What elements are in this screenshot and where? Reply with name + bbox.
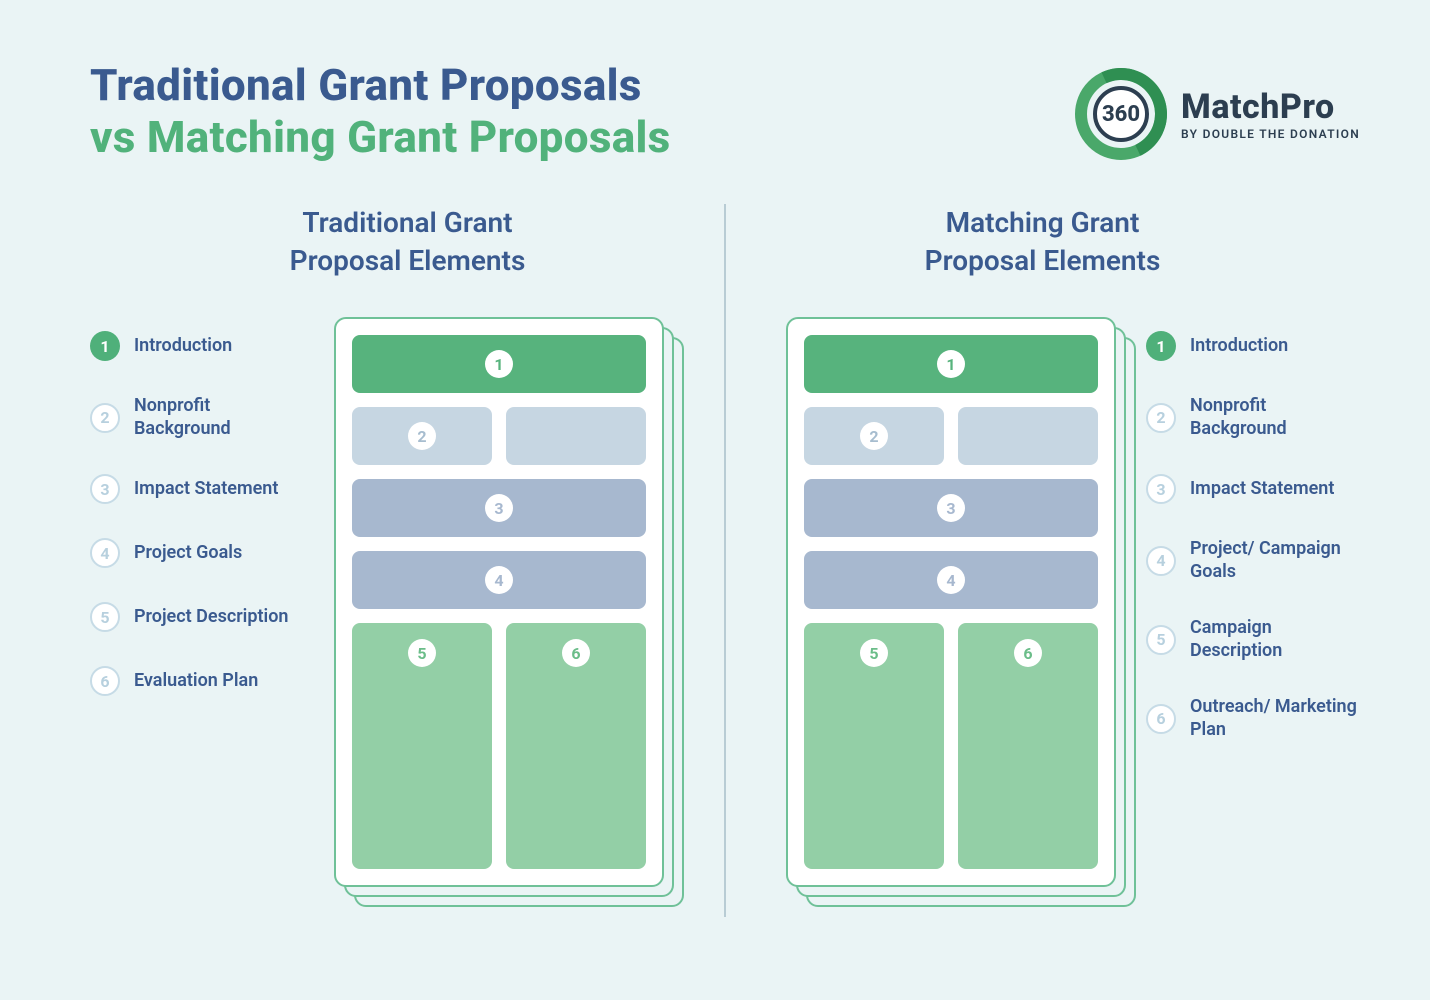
left-column-title: Traditional Grant Proposal Elements bbox=[290, 204, 526, 280]
list-item: 2 Nonprofit Background bbox=[1146, 395, 1360, 440]
right-heading-l1: Matching Grant bbox=[946, 206, 1140, 239]
number-badge-icon: 4 bbox=[90, 538, 120, 568]
left-body: 1 Introduction 2 Nonprofit Background 3 Imp… bbox=[90, 317, 725, 887]
left-column: Traditional Grant Proposal Elements 1 Int… bbox=[90, 204, 725, 888]
right-column-title: Matching Grant Proposal Elements bbox=[925, 204, 1161, 280]
columns-container: Traditional Grant Proposal Elements 1 Int… bbox=[90, 204, 1360, 888]
card-row-2: 2 bbox=[352, 407, 646, 465]
logo-badge-text: 360 bbox=[1093, 86, 1149, 142]
legend-label: Evaluation Plan bbox=[134, 670, 258, 693]
list-item: 1 Introduction bbox=[90, 331, 304, 361]
right-legend: 1 Introduction 2 Nonprofit Background 3 Imp… bbox=[1146, 317, 1360, 741]
block-number: 1 bbox=[937, 350, 965, 378]
card-block-2: 2 bbox=[352, 407, 492, 465]
card-block-4: 4 bbox=[804, 551, 1098, 609]
list-item: 1 Introduction bbox=[1146, 331, 1360, 361]
list-item: 2 Nonprofit Background bbox=[90, 395, 304, 440]
block-number: 2 bbox=[860, 422, 888, 450]
card-block-6: 6 bbox=[506, 623, 646, 869]
legend-label: Nonprofit Background bbox=[1190, 395, 1360, 440]
number-badge-icon: 3 bbox=[1146, 474, 1176, 504]
legend-label: Project Goals bbox=[134, 542, 242, 565]
block-number: 5 bbox=[860, 639, 888, 667]
card-block-3: 3 bbox=[352, 479, 646, 537]
block-number: 4 bbox=[937, 566, 965, 594]
legend-label: Introduction bbox=[134, 335, 232, 358]
legend-label: Campaign Description bbox=[1190, 617, 1360, 662]
number-badge-icon: 3 bbox=[90, 474, 120, 504]
block-number: 6 bbox=[1014, 639, 1042, 667]
card-block-2b bbox=[958, 407, 1098, 465]
number-badge-icon: 6 bbox=[1146, 704, 1176, 734]
header: Traditional Grant Proposals vs Matching … bbox=[90, 60, 1360, 164]
number-badge-icon: 2 bbox=[90, 403, 120, 433]
proposal-card: 1 2 3 4 5 6 bbox=[334, 317, 664, 887]
block-number: 4 bbox=[485, 566, 513, 594]
card-row-5: 5 6 bbox=[804, 623, 1098, 869]
list-item: 6 Outreach/ Marketing Plan bbox=[1146, 696, 1360, 741]
card-block-1: 1 bbox=[804, 335, 1098, 393]
vertical-divider bbox=[724, 204, 726, 918]
card-block-1: 1 bbox=[352, 335, 646, 393]
legend-label: Impact Statement bbox=[1190, 478, 1334, 501]
card-row-2: 2 bbox=[804, 407, 1098, 465]
number-badge-icon: 1 bbox=[1146, 331, 1176, 361]
legend-label: Introduction bbox=[1190, 335, 1288, 358]
number-badge-icon: 5 bbox=[90, 602, 120, 632]
number-badge-icon: 1 bbox=[90, 331, 120, 361]
number-badge-icon: 2 bbox=[1146, 403, 1176, 433]
card-block-5: 5 bbox=[804, 623, 944, 869]
number-badge-icon: 6 bbox=[90, 666, 120, 696]
proposal-card: 1 2 3 4 5 6 bbox=[786, 317, 1116, 887]
card-block-4: 4 bbox=[352, 551, 646, 609]
list-item: 4 Project Goals bbox=[90, 538, 304, 568]
legend-label: Project Description bbox=[134, 606, 288, 629]
right-column: Matching Grant Proposal Elements 1 Introd… bbox=[725, 204, 1360, 888]
right-heading-l2: Proposal Elements bbox=[925, 244, 1161, 277]
brand-logo: 360 MatchPro BY DOUBLE THE DONATION bbox=[1075, 68, 1360, 160]
block-number: 3 bbox=[485, 494, 513, 522]
list-item: 4 Project/ Campaign Goals bbox=[1146, 538, 1360, 583]
page-title: Traditional Grant Proposals vs Matching … bbox=[90, 60, 671, 164]
logo-name: MatchPro bbox=[1181, 87, 1360, 127]
block-number: 6 bbox=[562, 639, 590, 667]
card-block-3: 3 bbox=[804, 479, 1098, 537]
left-heading-l2: Proposal Elements bbox=[290, 244, 526, 277]
left-heading-l1: Traditional Grant bbox=[302, 206, 512, 239]
number-badge-icon: 4 bbox=[1146, 546, 1176, 576]
number-badge-icon: 5 bbox=[1146, 625, 1176, 655]
left-legend: 1 Introduction 2 Nonprofit Background 3 Imp… bbox=[90, 317, 304, 696]
block-number: 3 bbox=[937, 494, 965, 522]
legend-label: Project/ Campaign Goals bbox=[1190, 538, 1360, 583]
legend-label: Impact Statement bbox=[134, 478, 278, 501]
block-number: 2 bbox=[408, 422, 436, 450]
card-block-2: 2 bbox=[804, 407, 944, 465]
right-card-stack: 1 2 3 4 5 6 bbox=[786, 317, 1116, 887]
card-block-6: 6 bbox=[958, 623, 1098, 869]
legend-label: Nonprofit Background bbox=[134, 395, 304, 440]
right-body: 1 Introduction 2 Nonprofit Background 3 Imp… bbox=[725, 317, 1360, 887]
list-item: 3 Impact Statement bbox=[90, 474, 304, 504]
block-number: 1 bbox=[485, 350, 513, 378]
card-block-5: 5 bbox=[352, 623, 492, 869]
legend-label: Outreach/ Marketing Plan bbox=[1190, 696, 1360, 741]
logo-subtitle: BY DOUBLE THE DONATION bbox=[1181, 127, 1360, 141]
list-item: 5 Project Description bbox=[90, 602, 304, 632]
card-row-5: 5 6 bbox=[352, 623, 646, 869]
card-block-2b bbox=[506, 407, 646, 465]
logo-mark-icon: 360 bbox=[1075, 68, 1167, 160]
list-item: 5 Campaign Description bbox=[1146, 617, 1360, 662]
list-item: 6 Evaluation Plan bbox=[90, 666, 304, 696]
title-line-2: vs Matching Grant Proposals bbox=[90, 112, 671, 164]
block-number: 5 bbox=[408, 639, 436, 667]
title-line-1: Traditional Grant Proposals bbox=[90, 60, 671, 112]
list-item: 3 Impact Statement bbox=[1146, 474, 1360, 504]
left-card-stack: 1 2 3 4 5 6 bbox=[334, 317, 664, 887]
